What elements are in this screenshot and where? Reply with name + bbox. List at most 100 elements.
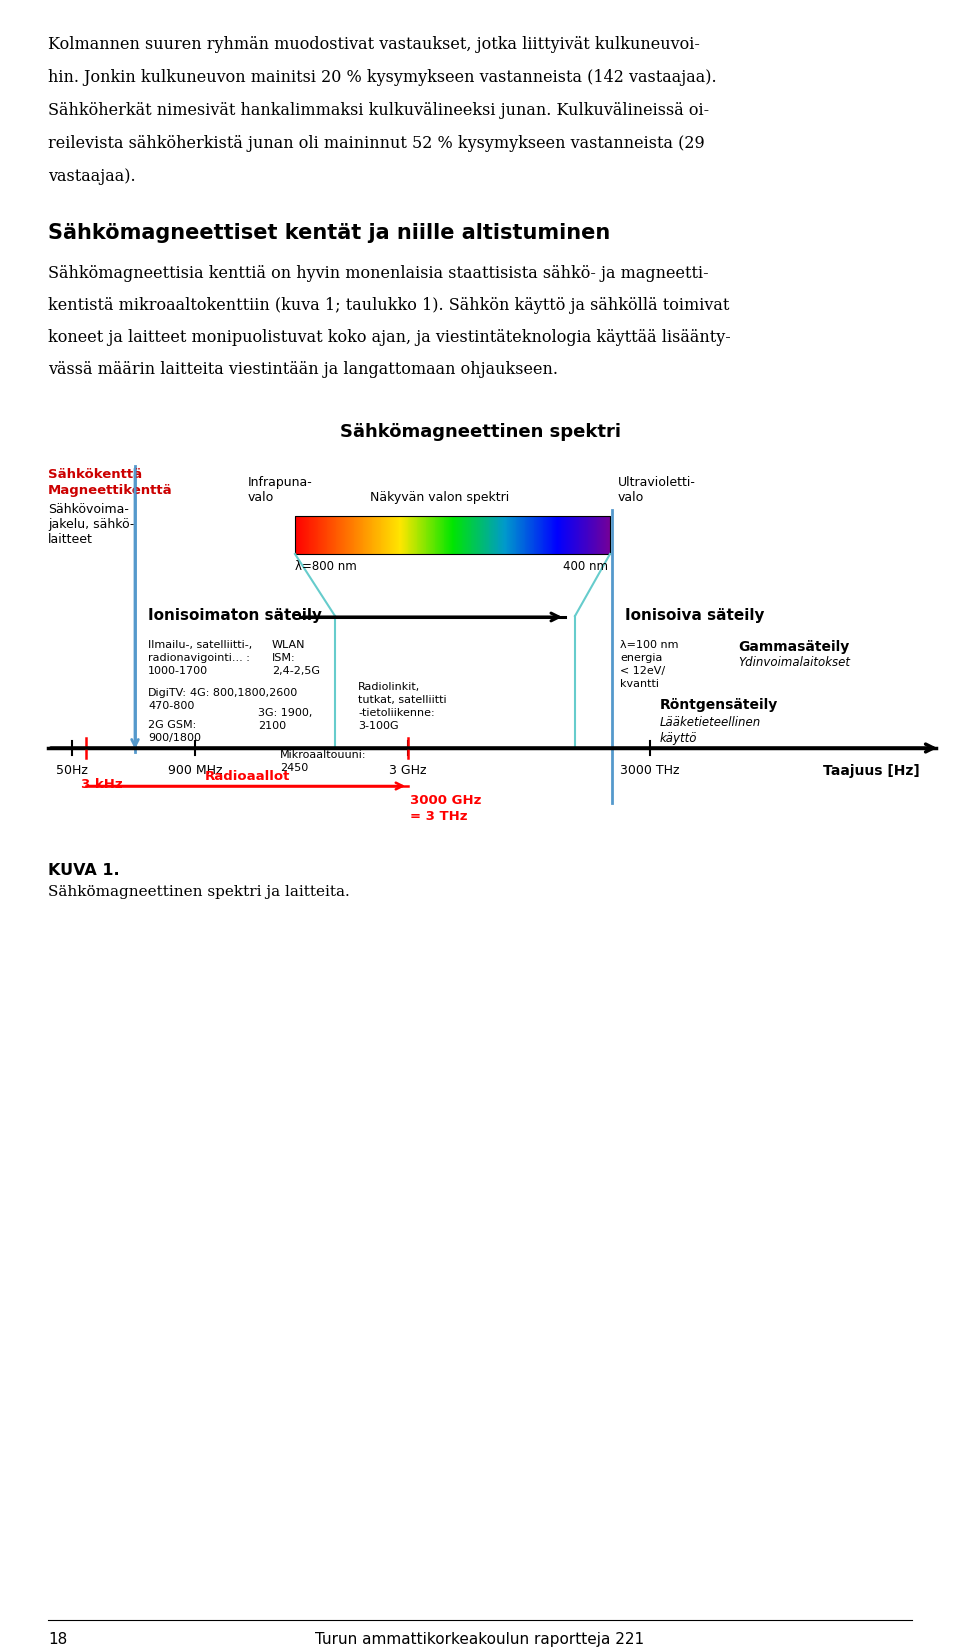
Bar — [328, 516, 329, 554]
Bar — [314, 516, 315, 554]
Bar — [379, 516, 381, 554]
Bar — [566, 516, 568, 554]
Bar — [577, 516, 578, 554]
Bar — [607, 516, 608, 554]
Bar — [422, 516, 424, 554]
Bar — [383, 516, 385, 554]
Text: Ilmailu-, satelliitti-,: Ilmailu-, satelliitti-, — [148, 640, 252, 650]
Bar — [353, 516, 355, 554]
Bar — [488, 516, 489, 554]
Bar — [569, 516, 571, 554]
Bar — [504, 516, 505, 554]
Bar — [296, 516, 298, 554]
Text: Mikroaaltouuni:: Mikroaaltouuni: — [280, 751, 367, 761]
Bar — [368, 516, 370, 554]
Bar — [362, 516, 363, 554]
Bar — [433, 516, 434, 554]
Bar — [435, 516, 436, 554]
Bar — [499, 516, 501, 554]
Bar — [417, 516, 418, 554]
Bar — [306, 516, 308, 554]
Bar — [381, 516, 383, 554]
Text: 2100: 2100 — [258, 721, 286, 731]
Bar — [465, 516, 467, 554]
Bar — [308, 516, 310, 554]
Bar — [386, 516, 387, 554]
Text: Ydinvoimalaitokset: Ydinvoimalaitokset — [738, 657, 850, 668]
Bar — [534, 516, 535, 554]
Bar — [441, 516, 443, 554]
Bar — [327, 516, 328, 554]
Bar — [373, 516, 374, 554]
Bar — [496, 516, 498, 554]
Bar — [407, 516, 409, 554]
Bar — [389, 516, 390, 554]
Bar — [343, 516, 344, 554]
Bar — [522, 516, 524, 554]
Bar — [307, 516, 309, 554]
Bar — [586, 516, 588, 554]
Bar — [596, 516, 598, 554]
Bar — [487, 516, 488, 554]
Bar — [472, 516, 473, 554]
Bar — [587, 516, 588, 554]
Bar — [446, 516, 447, 554]
Bar — [453, 516, 455, 554]
Text: Gammasäteily: Gammasäteily — [738, 640, 850, 653]
Bar — [391, 516, 392, 554]
Bar — [580, 516, 582, 554]
Bar — [518, 516, 519, 554]
Bar — [378, 516, 379, 554]
Bar — [323, 516, 324, 554]
Bar — [337, 516, 339, 554]
Bar — [479, 516, 480, 554]
Bar — [571, 516, 573, 554]
Bar — [531, 516, 532, 554]
Bar — [609, 516, 611, 554]
Bar — [528, 516, 530, 554]
Bar — [326, 516, 328, 554]
Text: radionavigointi... :: radionavigointi... : — [148, 653, 250, 663]
Bar — [576, 516, 577, 554]
Bar — [300, 516, 301, 554]
Bar — [557, 516, 559, 554]
Bar — [573, 516, 574, 554]
Bar — [471, 516, 472, 554]
Bar — [463, 516, 464, 554]
Bar — [579, 516, 580, 554]
Bar — [456, 516, 458, 554]
Bar — [564, 516, 565, 554]
Text: 3-100G: 3-100G — [358, 721, 398, 731]
Bar — [538, 516, 540, 554]
Bar — [520, 516, 521, 554]
Bar — [480, 516, 482, 554]
Bar — [447, 516, 448, 554]
Text: Taajuus [Hz]: Taajuus [Hz] — [824, 764, 920, 779]
Bar — [473, 516, 474, 554]
Text: koneet ja laitteet monipuolistuvat koko ajan, ja viestintäteknologia käyttää lis: koneet ja laitteet monipuolistuvat koko … — [48, 328, 731, 346]
Text: Sähkömagneettinen spektri ja laitteita.: Sähkömagneettinen spektri ja laitteita. — [48, 884, 349, 899]
Text: Sähköherkät nimesivät hankalimmaksi kulkuvälineeksi junan. Kulkuvälineissä oi-: Sähköherkät nimesivät hankalimmaksi kulk… — [48, 102, 709, 119]
Bar — [437, 516, 439, 554]
Bar — [603, 516, 604, 554]
Bar — [562, 516, 563, 554]
Bar — [550, 516, 551, 554]
Bar — [512, 516, 514, 554]
Bar — [468, 516, 469, 554]
Bar — [602, 516, 603, 554]
Bar — [338, 516, 340, 554]
Bar — [590, 516, 591, 554]
Bar — [558, 516, 559, 554]
Text: 4G: 800,1800,2600: 4G: 800,1800,2600 — [190, 688, 298, 698]
Bar — [364, 516, 365, 554]
Bar — [493, 516, 494, 554]
Bar — [424, 516, 426, 554]
Text: Sähkömagneettisia kenttiä on hyvin monenlaisia staattisista sähkö- ja magneetti-: Sähkömagneettisia kenttiä on hyvin monen… — [48, 266, 708, 282]
Text: 2G GSM:: 2G GSM: — [148, 719, 196, 729]
Bar — [325, 516, 327, 554]
Bar — [461, 516, 462, 554]
Bar — [478, 516, 479, 554]
Text: Näkyvän valon spektri: Näkyvän valon spektri — [370, 492, 509, 503]
Bar — [340, 516, 342, 554]
Bar — [506, 516, 507, 554]
